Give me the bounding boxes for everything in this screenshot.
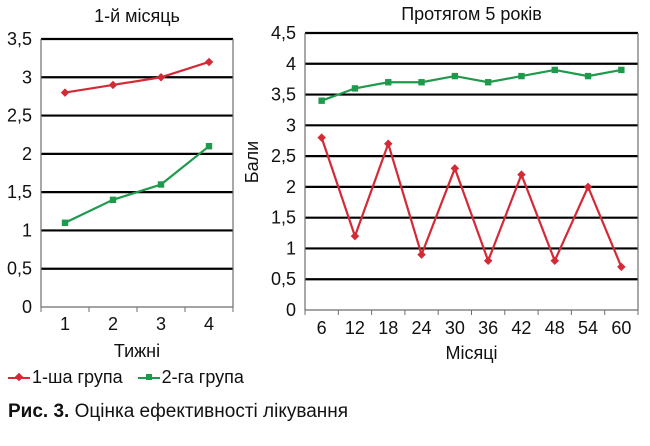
- data-point: [384, 139, 393, 149]
- data-point: [157, 181, 165, 188]
- data-point: [584, 72, 592, 80]
- data-point: [350, 231, 360, 241]
- y-tick-label: 1: [286, 238, 296, 258]
- y-tick-label: 0: [286, 300, 296, 320]
- data-point: [109, 196, 117, 203]
- data-point: [418, 79, 425, 86]
- legend-item-group1: 1-ша група: [8, 367, 123, 388]
- y-tick-label: 1,5: [7, 182, 32, 202]
- x-tick-label: 60: [611, 318, 631, 338]
- y-tick-label: 1,5: [271, 208, 296, 228]
- data-point: [550, 256, 559, 265]
- y-tick-label: 0: [22, 297, 32, 317]
- caption-text: Оцінка ефективності лікування: [69, 401, 349, 422]
- y-tick-label: 4: [286, 54, 296, 74]
- data-point: [385, 79, 392, 86]
- series-line: [64, 60, 210, 94]
- data-point: [583, 182, 593, 192]
- x-tick-label: 48: [545, 318, 565, 338]
- y-tick-label: 0,5: [271, 269, 296, 289]
- y-tick-label: 0,5: [7, 259, 32, 279]
- x-axis-label: Тижні: [114, 341, 160, 361]
- x-tick-label: 54: [578, 318, 598, 338]
- y-tick-label: 3: [22, 67, 32, 87]
- data-point: [484, 79, 492, 86]
- diamond-marker-icon: [8, 372, 30, 384]
- y-tick-label: 4,5: [271, 23, 296, 43]
- legend-label-group1: 1-ша група: [32, 367, 123, 387]
- data-point: [61, 219, 69, 226]
- legend-label-group2: 2-га група: [161, 367, 244, 387]
- x-tick-label: 12: [345, 318, 365, 338]
- x-tick-label: 3: [156, 314, 166, 334]
- data-point: [156, 73, 166, 82]
- series-line: [321, 68, 622, 102]
- x-tick-label: 6: [317, 318, 327, 338]
- series-line: [320, 137, 623, 268]
- x-tick-label: 1: [60, 314, 70, 334]
- legend: 1-ша група 2-га група: [8, 367, 254, 389]
- y-tick-label: 2: [286, 177, 296, 197]
- chart-title: 1-й місяць: [94, 6, 180, 26]
- data-point: [617, 262, 626, 272]
- y-tick-label: 1: [22, 220, 32, 240]
- y-tick-label: 3,5: [7, 29, 32, 49]
- y-tick-label: 2,5: [7, 106, 32, 126]
- x-tick-label: 4: [204, 314, 214, 334]
- y-tick-label: 2,5: [271, 146, 296, 166]
- y-axis-label: Бали: [242, 141, 262, 183]
- data-point: [450, 164, 460, 173]
- x-tick-label: 36: [478, 318, 498, 338]
- x-tick-label: 30: [445, 318, 465, 338]
- data-point: [517, 170, 526, 179]
- x-tick-label: 24: [412, 318, 432, 338]
- data-point: [205, 143, 213, 150]
- y-tick-label: 3,5: [271, 85, 296, 105]
- data-point: [317, 133, 326, 142]
- y-tick-label: 2: [22, 144, 32, 164]
- data-point: [60, 88, 70, 97]
- legend-item-group2: 2-га група: [137, 367, 244, 388]
- data-point: [518, 72, 525, 80]
- data-point: [551, 66, 558, 74]
- data-point: [618, 66, 625, 74]
- data-point: [108, 80, 118, 90]
- series-line: [64, 145, 210, 224]
- data-point: [483, 256, 493, 265]
- data-point: [417, 250, 426, 259]
- data-point: [451, 72, 459, 80]
- data-point: [318, 97, 325, 104]
- square-marker-icon: [137, 372, 160, 384]
- x-tick-label: 18: [378, 318, 398, 338]
- x-tick-label: 42: [511, 318, 531, 338]
- x-tick-label: 2: [108, 314, 118, 334]
- data-point: [351, 85, 359, 92]
- chart-title: Протягом 5 років: [401, 4, 542, 24]
- caption-label: Рис. 3.: [8, 401, 70, 422]
- x-axis-label: Місяці: [445, 343, 497, 363]
- figure-caption: Рис. 3. Оцінка ефективності лікування: [8, 401, 348, 423]
- data-point: [204, 57, 214, 67]
- y-tick-label: 3: [286, 115, 296, 135]
